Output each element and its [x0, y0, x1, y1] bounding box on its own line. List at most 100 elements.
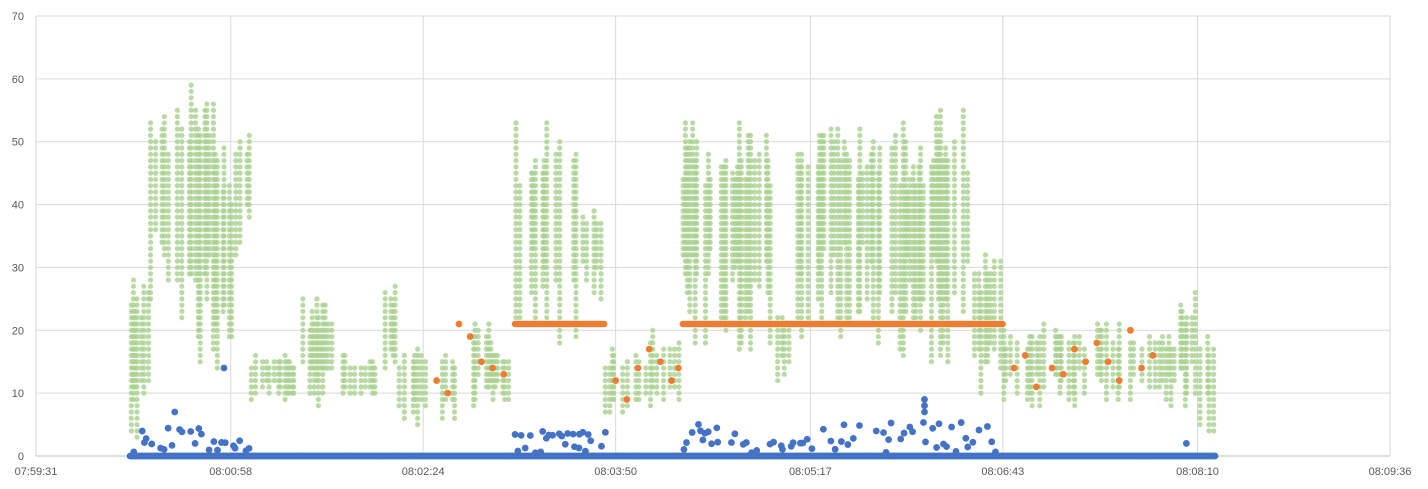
green-point: [841, 145, 847, 151]
green-point: [594, 245, 600, 252]
green-point: [282, 352, 288, 359]
green-point: [392, 352, 398, 359]
green-point: [798, 308, 805, 315]
green-point: [246, 139, 252, 145]
green-point: [128, 428, 134, 434]
green-point: [1183, 359, 1190, 365]
green-point: [161, 145, 167, 151]
green-point: [165, 189, 171, 195]
green-point: [624, 384, 631, 390]
green-point: [945, 289, 951, 296]
green-point: [1206, 384, 1212, 390]
green-point: [1037, 371, 1043, 377]
green-point: [798, 164, 805, 170]
green-point: [174, 227, 180, 233]
green-point: [671, 384, 678, 390]
green-point: [877, 183, 883, 189]
green-point: [214, 352, 220, 359]
green-point: [598, 258, 604, 264]
green-point: [580, 233, 586, 239]
green-point: [517, 308, 523, 315]
green-point: [266, 371, 272, 377]
green-point: [1159, 340, 1166, 346]
green-point: [204, 120, 210, 126]
green-point: [197, 145, 203, 151]
green-point: [960, 283, 966, 289]
green-point: [197, 308, 203, 315]
green-point: [864, 283, 870, 289]
green-point: [767, 183, 773, 189]
green-point: [676, 346, 682, 352]
green-point: [141, 283, 147, 289]
green-point: [1103, 321, 1110, 327]
green-point: [573, 333, 579, 340]
green-point: [965, 201, 971, 208]
green-point: [502, 384, 508, 390]
green-point: [237, 201, 243, 208]
green-point: [382, 321, 388, 327]
green-point: [214, 208, 220, 214]
green-point: [723, 252, 729, 258]
green-point: [920, 208, 926, 214]
green-point: [723, 296, 729, 302]
green-point: [765, 157, 771, 164]
green-point: [687, 308, 693, 315]
green-point: [1001, 333, 1007, 340]
green-point: [978, 296, 984, 302]
green-point: [945, 214, 951, 220]
green-point: [1076, 333, 1083, 340]
green-point: [214, 227, 220, 233]
green-point: [233, 220, 239, 227]
green-point: [620, 384, 626, 390]
green-point: [532, 245, 539, 252]
green-point: [917, 302, 924, 308]
green-point: [237, 214, 243, 220]
green-point: [1192, 352, 1198, 359]
green-point: [1007, 340, 1014, 346]
green-point: [311, 384, 317, 390]
orange-point: [634, 364, 642, 372]
green-point: [937, 352, 944, 359]
green-point: [161, 132, 167, 139]
series-blue: [126, 364, 1219, 460]
green-point: [917, 315, 924, 321]
green-point: [557, 315, 563, 321]
green-point: [532, 233, 539, 239]
green-point: [147, 252, 154, 258]
green-point: [828, 126, 834, 132]
green-point: [214, 189, 220, 195]
green-point: [687, 296, 693, 302]
green-point: [752, 183, 758, 189]
green-point: [442, 384, 449, 390]
green-point: [179, 195, 185, 201]
green-point: [179, 277, 185, 283]
green-point: [153, 189, 159, 195]
green-point: [690, 126, 696, 132]
green-point: [1115, 390, 1121, 396]
green-point: [805, 315, 811, 321]
green-point: [221, 170, 227, 176]
green-point: [694, 201, 700, 208]
green-point: [204, 264, 210, 271]
green-point: [165, 195, 171, 201]
green-point: [214, 308, 220, 315]
green-point: [864, 227, 870, 233]
green-point: [609, 346, 615, 352]
green-point: [870, 195, 876, 201]
green-point: [819, 289, 825, 296]
green-point: [517, 201, 523, 208]
green-point: [1116, 333, 1122, 340]
green-point: [889, 302, 895, 308]
green-point: [945, 183, 951, 189]
green-point: [513, 277, 519, 283]
green-point: [1192, 340, 1198, 346]
green-point: [352, 384, 358, 390]
green-point: [945, 302, 951, 308]
green-point: [451, 409, 458, 415]
green-point: [976, 277, 982, 283]
green-point: [246, 201, 252, 208]
green-point: [798, 220, 805, 227]
green-point: [903, 296, 909, 302]
green-point: [786, 346, 792, 352]
green-point: [775, 315, 781, 321]
